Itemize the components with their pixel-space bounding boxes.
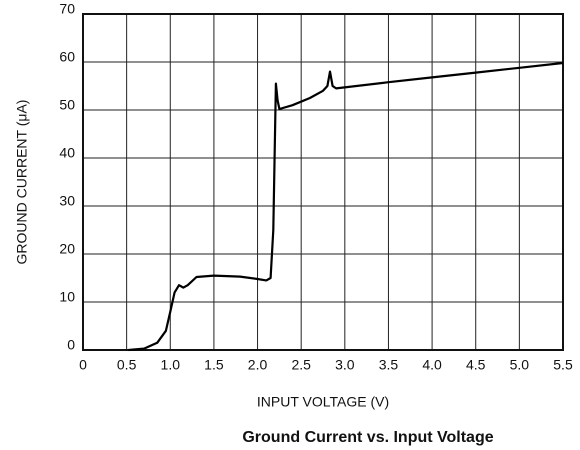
y-tick-label: 20 [59,241,75,257]
y-tick-label: 30 [59,193,75,209]
y-tick-label: 60 [59,49,75,65]
x-tick-label: 1.5 [204,357,224,373]
y-tick-label: 50 [59,97,75,113]
x-tick-label: 0 [79,357,87,373]
chart-title: Ground Current vs. Input Voltage [242,429,493,446]
x-tick-label: 3.0 [335,357,355,373]
x-tick-label: 4.5 [466,357,486,373]
x-tick-label: 1.0 [161,357,181,373]
x-tick-label: 0.5 [117,357,137,373]
y-tick-label: 40 [59,145,75,161]
plot-frame [82,13,564,351]
x-tick-label: 3.5 [379,357,399,373]
y-tick-label: 10 [59,289,75,305]
x-tick-label: 2.0 [248,357,268,373]
y-tick-label: 0 [67,337,75,353]
x-tick-label: 5.0 [510,357,530,373]
y-tick-label: 70 [59,1,75,17]
x-tick-label: 4.0 [422,357,442,373]
x-tick-label: 2.5 [291,357,311,373]
data-line [128,61,564,352]
x-axis-label: INPUT VOLTAGE (V) [257,394,389,410]
y-axis-label: GROUND CURRENT (μA) [14,100,30,265]
x-tick-label: 5.5 [553,357,573,373]
